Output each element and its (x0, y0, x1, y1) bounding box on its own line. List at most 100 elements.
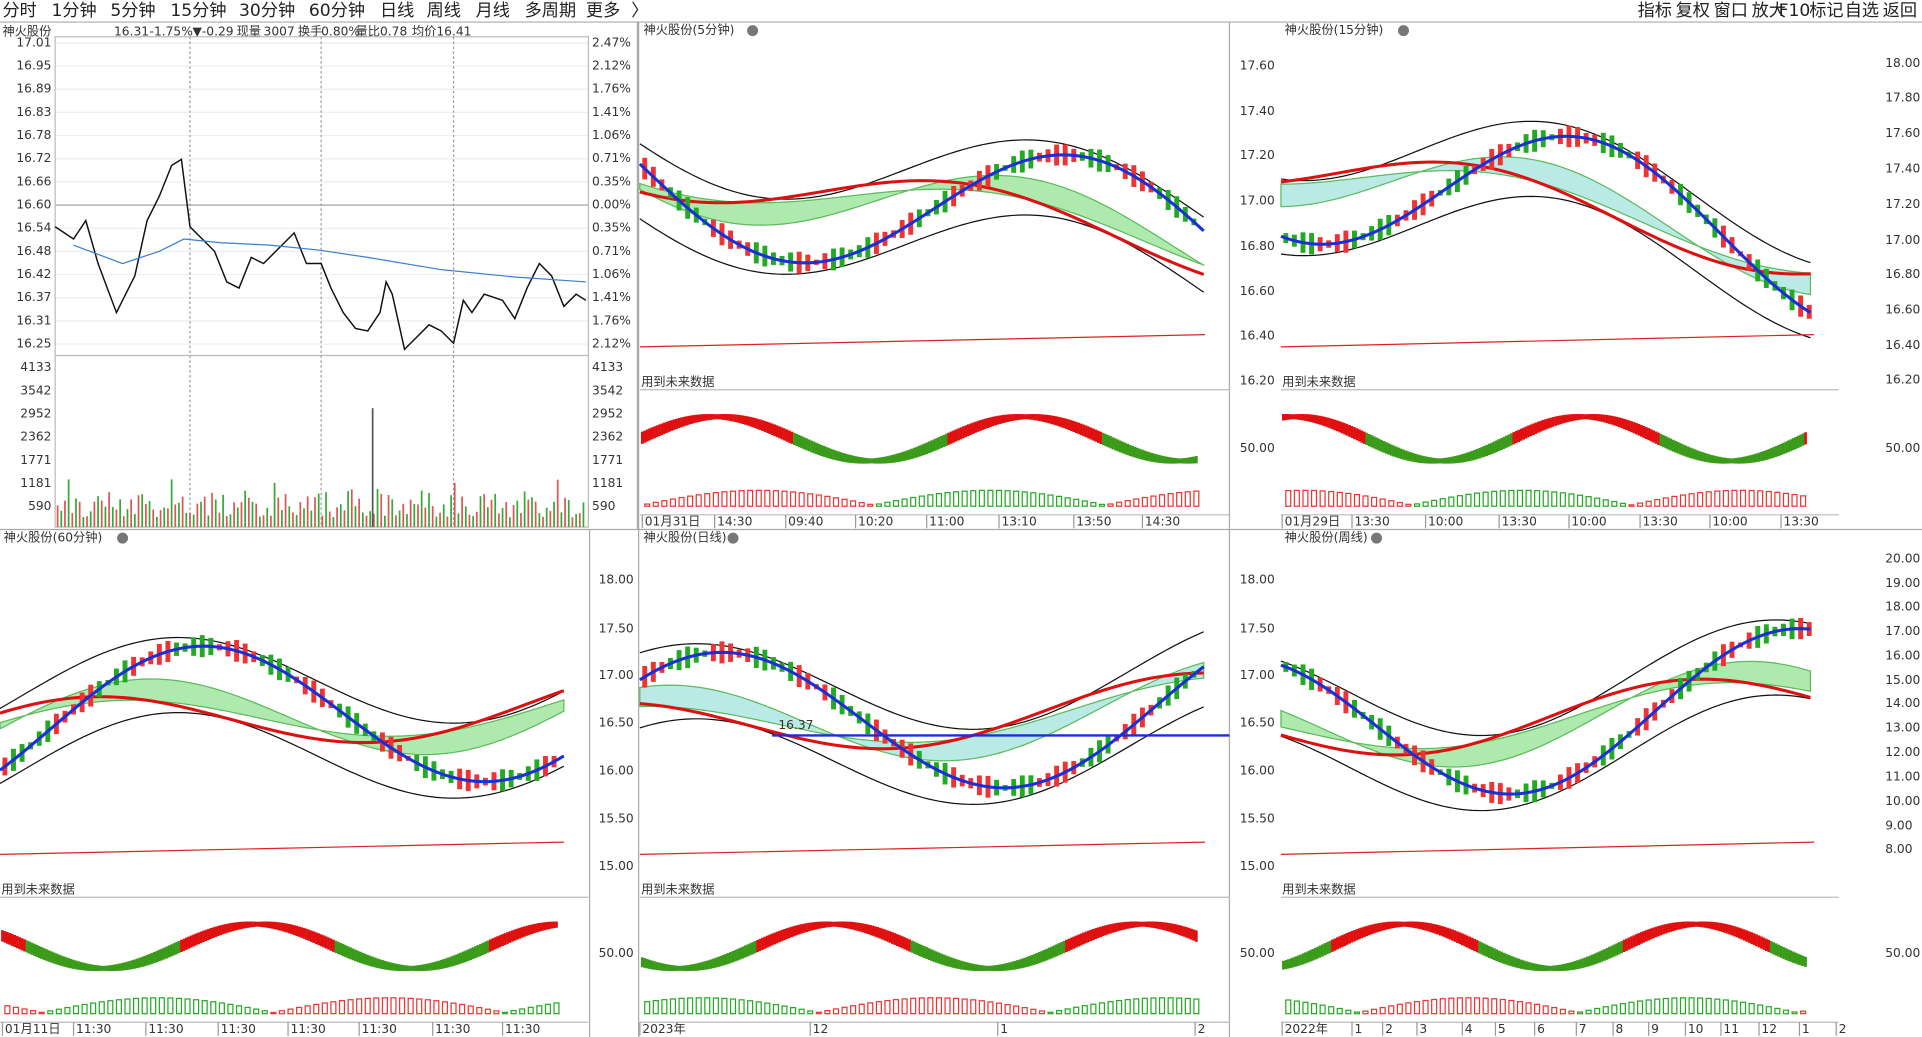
toolbar-tab[interactable]: 5分钟 (110, 1, 155, 21)
toolbar-tab[interactable]: 15分钟 (170, 1, 226, 21)
osc-bar (661, 500, 668, 507)
pct-label: 0.71% (592, 151, 631, 165)
osc-bar (527, 1006, 534, 1015)
time-label: 2 (1839, 1022, 1847, 1036)
osc-label: 50.00 (1240, 946, 1275, 960)
osc-bar (1576, 1011, 1584, 1015)
osc-bar (1176, 997, 1183, 1015)
osc-bar (1319, 490, 1326, 507)
time-label: 11:30 (435, 1022, 470, 1036)
osc-bar (695, 494, 702, 507)
pct-label: 0.71% (592, 244, 631, 258)
osc-bar (935, 493, 943, 507)
toolbar-tab[interactable]: 月线 (476, 1, 510, 21)
time-label: 11:30 (221, 1022, 256, 1036)
toolbar-button[interactable]: 标记 (1809, 1, 1843, 21)
time-label: 13:10 (1001, 515, 1036, 529)
osc-bar (970, 490, 977, 507)
osc-bar (124, 998, 131, 1015)
osc-bar (1645, 999, 1652, 1015)
toolbar-button[interactable]: 窗口 (1714, 1, 1748, 21)
panel-title: 神火股份(60分钟) (4, 530, 103, 545)
osc-bar (296, 1006, 303, 1015)
toolbar-button[interactable]: 返回 (1883, 1, 1917, 21)
osc-bar (1757, 1004, 1764, 1015)
osc-bar (1004, 490, 1011, 507)
osc-bar (493, 1010, 500, 1015)
osc-bar (858, 501, 865, 507)
toolbar-button[interactable]: 自选 (1845, 1, 1879, 21)
osc-bar (1405, 1002, 1412, 1015)
osc-bar (373, 997, 380, 1015)
osc-bar (381, 997, 388, 1015)
time-label: 9 (1651, 1022, 1659, 1036)
toolbar-tab[interactable]: 分时 (2, 1, 36, 21)
time-label: 12 (1761, 1022, 1777, 1036)
toolbar-tab[interactable]: 30分钟 (239, 1, 295, 21)
toolbar-button[interactable]: 放大 (1752, 1, 1786, 21)
price-label: 16.50 (1240, 716, 1275, 730)
price-label: 16.60 (1240, 284, 1275, 298)
info-field: ▼-0.29 (192, 24, 233, 38)
osc-bar (1576, 494, 1584, 507)
osc-bar (184, 998, 191, 1015)
osc-bar (1293, 489, 1300, 507)
osc-bar (4, 1005, 11, 1015)
time-label: 2 (1198, 1022, 1206, 1036)
panel-menu[interactable] (1397, 25, 1410, 37)
osc-bar (815, 494, 822, 507)
price-label: 16.80 (1885, 267, 1920, 281)
osc-bar (1499, 490, 1506, 507)
osc-bar (1731, 1000, 1738, 1015)
toolbar-button[interactable]: F10 (1779, 1, 1811, 21)
toolbar-tab[interactable]: 周线 (427, 1, 461, 21)
osc-bar (892, 999, 900, 1015)
toolbar-tab[interactable]: 60分钟 (309, 1, 365, 21)
panel-menu[interactable] (1371, 532, 1383, 544)
osc-bar (953, 997, 960, 1015)
envelope-line (1280, 619, 1811, 737)
toolbar-tab[interactable]: 1分钟 (51, 1, 96, 21)
osc-bar (64, 1006, 71, 1015)
osc-bar (661, 999, 668, 1015)
osc-bar (1679, 494, 1687, 507)
osc-bar (790, 491, 797, 507)
toolbar-tab[interactable]: 更多 (586, 1, 620, 21)
osc-bar (115, 999, 122, 1015)
osc-bar (875, 1001, 882, 1015)
osc-bar (158, 997, 165, 1015)
pct-label: 1.41% (592, 105, 631, 119)
osc-bar (867, 503, 874, 507)
osc-bar (1107, 503, 1114, 507)
info-field: 量比 (355, 24, 380, 38)
pct-label: 2.47% (592, 35, 631, 49)
info-field: 神火股份 (2, 24, 51, 38)
panel-menu[interactable] (727, 532, 739, 544)
time-label: 11:00 (929, 515, 964, 529)
info-field: 0.78 (380, 24, 407, 38)
osc-bar (687, 495, 694, 507)
price-label: 17.60 (1240, 59, 1275, 73)
price-label: 16.31 (16, 313, 51, 327)
toolbar-button[interactable]: 复权 (1676, 1, 1710, 21)
osc-bar (1782, 492, 1790, 507)
osc-bar (1371, 496, 1378, 507)
time-label: 11:30 (505, 1022, 540, 1036)
toolbar-tab[interactable]: 多周期 (525, 1, 576, 21)
price-label: 17.00 (1240, 194, 1275, 208)
osc-bar (978, 489, 985, 507)
osc-bar (961, 490, 968, 507)
time-label: 10:00 (1712, 515, 1747, 529)
osc-bar (1055, 495, 1063, 507)
panel-menu[interactable] (747, 25, 759, 37)
toolbar-tab[interactable]: 〉 (631, 1, 648, 21)
panel-menu[interactable] (117, 532, 129, 544)
time-label: 13:30 (1354, 515, 1389, 529)
toolbar-tab[interactable]: 日线 (380, 1, 414, 21)
price-label: 15.00 (599, 859, 634, 873)
price-label: 17.40 (1240, 104, 1275, 118)
osc-bar (832, 497, 840, 507)
toolbar-button[interactable]: 指标 (1638, 1, 1672, 21)
osc-bar (1602, 1006, 1609, 1015)
osc-bar (1098, 1002, 1106, 1015)
